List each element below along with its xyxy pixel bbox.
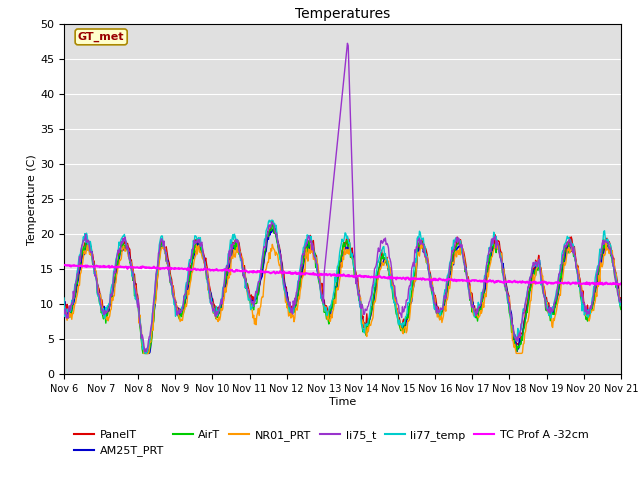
li75_t xyxy=(214,309,222,315)
li77_temp xyxy=(214,308,222,313)
Line: PanelT: PanelT xyxy=(64,223,621,353)
AM25T_PRT xyxy=(412,276,419,282)
AirT xyxy=(60,305,68,311)
AirT xyxy=(70,296,78,301)
TC Prof A -32cm xyxy=(586,282,594,288)
Title: Temperatures: Temperatures xyxy=(295,8,390,22)
li77_temp xyxy=(266,217,273,223)
PanelT xyxy=(617,295,625,300)
NR01_PRT xyxy=(214,319,222,324)
NR01_PRT xyxy=(70,306,78,312)
AirT xyxy=(428,290,436,296)
AM25T_PRT xyxy=(214,312,222,317)
Line: li75_t: li75_t xyxy=(64,43,621,352)
PanelT xyxy=(185,278,193,284)
Line: NR01_PRT: NR01_PRT xyxy=(64,241,621,353)
X-axis label: Time: Time xyxy=(329,397,356,407)
li75_t xyxy=(70,295,78,301)
PanelT xyxy=(268,220,276,226)
li75_t xyxy=(127,266,135,272)
AM25T_PRT xyxy=(185,282,193,288)
li75_t xyxy=(141,349,148,355)
NR01_PRT xyxy=(234,238,242,244)
AirT xyxy=(214,313,222,319)
li75_t xyxy=(617,299,625,305)
li75_t xyxy=(428,288,436,294)
li77_temp xyxy=(412,260,419,265)
AM25T_PRT xyxy=(270,224,278,229)
li75_t xyxy=(60,307,68,313)
Line: li77_temp: li77_temp xyxy=(64,220,621,353)
AirT xyxy=(139,350,147,356)
AM25T_PRT xyxy=(617,297,625,303)
NR01_PRT xyxy=(185,292,193,298)
Line: AM25T_PRT: AM25T_PRT xyxy=(64,227,621,353)
PanelT xyxy=(428,279,436,285)
NR01_PRT xyxy=(428,276,436,282)
NR01_PRT xyxy=(412,278,419,284)
li75_t xyxy=(412,250,419,255)
TC Prof A -32cm xyxy=(428,277,435,283)
NR01_PRT xyxy=(127,259,135,265)
NR01_PRT xyxy=(617,302,625,308)
TC Prof A -32cm xyxy=(185,267,193,273)
AirT xyxy=(412,267,419,273)
TC Prof A -32cm xyxy=(61,262,68,268)
AirT xyxy=(268,218,276,224)
Line: TC Prof A -32cm: TC Prof A -32cm xyxy=(64,265,621,285)
PanelT xyxy=(412,269,419,275)
TC Prof A -32cm xyxy=(214,268,222,274)
li77_temp xyxy=(617,299,625,305)
li77_temp xyxy=(127,264,135,269)
AirT xyxy=(127,267,135,273)
NR01_PRT xyxy=(140,350,148,356)
li77_temp xyxy=(142,350,150,356)
Legend: PanelT, AM25T_PRT, AirT, NR01_PRT, li75_t, li77_temp, TC Prof A -32cm: PanelT, AM25T_PRT, AirT, NR01_PRT, li75_… xyxy=(70,425,593,461)
li77_temp xyxy=(185,261,193,267)
PanelT xyxy=(127,257,135,263)
PanelT xyxy=(214,307,222,313)
TC Prof A -32cm xyxy=(71,263,79,269)
PanelT xyxy=(60,298,68,304)
li77_temp xyxy=(70,290,78,296)
AirT xyxy=(185,276,193,281)
li77_temp xyxy=(428,282,436,288)
AM25T_PRT xyxy=(70,299,78,305)
AM25T_PRT xyxy=(141,350,149,356)
li77_temp xyxy=(60,295,68,301)
AirT xyxy=(617,307,625,312)
AM25T_PRT xyxy=(127,265,135,271)
NR01_PRT xyxy=(60,300,68,306)
TC Prof A -32cm xyxy=(411,276,419,281)
Line: AirT: AirT xyxy=(64,221,621,353)
Text: GT_met: GT_met xyxy=(78,32,124,42)
TC Prof A -32cm xyxy=(128,264,136,270)
AM25T_PRT xyxy=(60,301,68,307)
TC Prof A -32cm xyxy=(60,262,68,268)
PanelT xyxy=(70,295,78,300)
li75_t xyxy=(344,40,351,46)
li75_t xyxy=(185,272,193,278)
TC Prof A -32cm xyxy=(617,281,625,287)
AM25T_PRT xyxy=(428,284,436,290)
PanelT xyxy=(141,350,148,356)
Y-axis label: Temperature (C): Temperature (C) xyxy=(28,154,37,245)
